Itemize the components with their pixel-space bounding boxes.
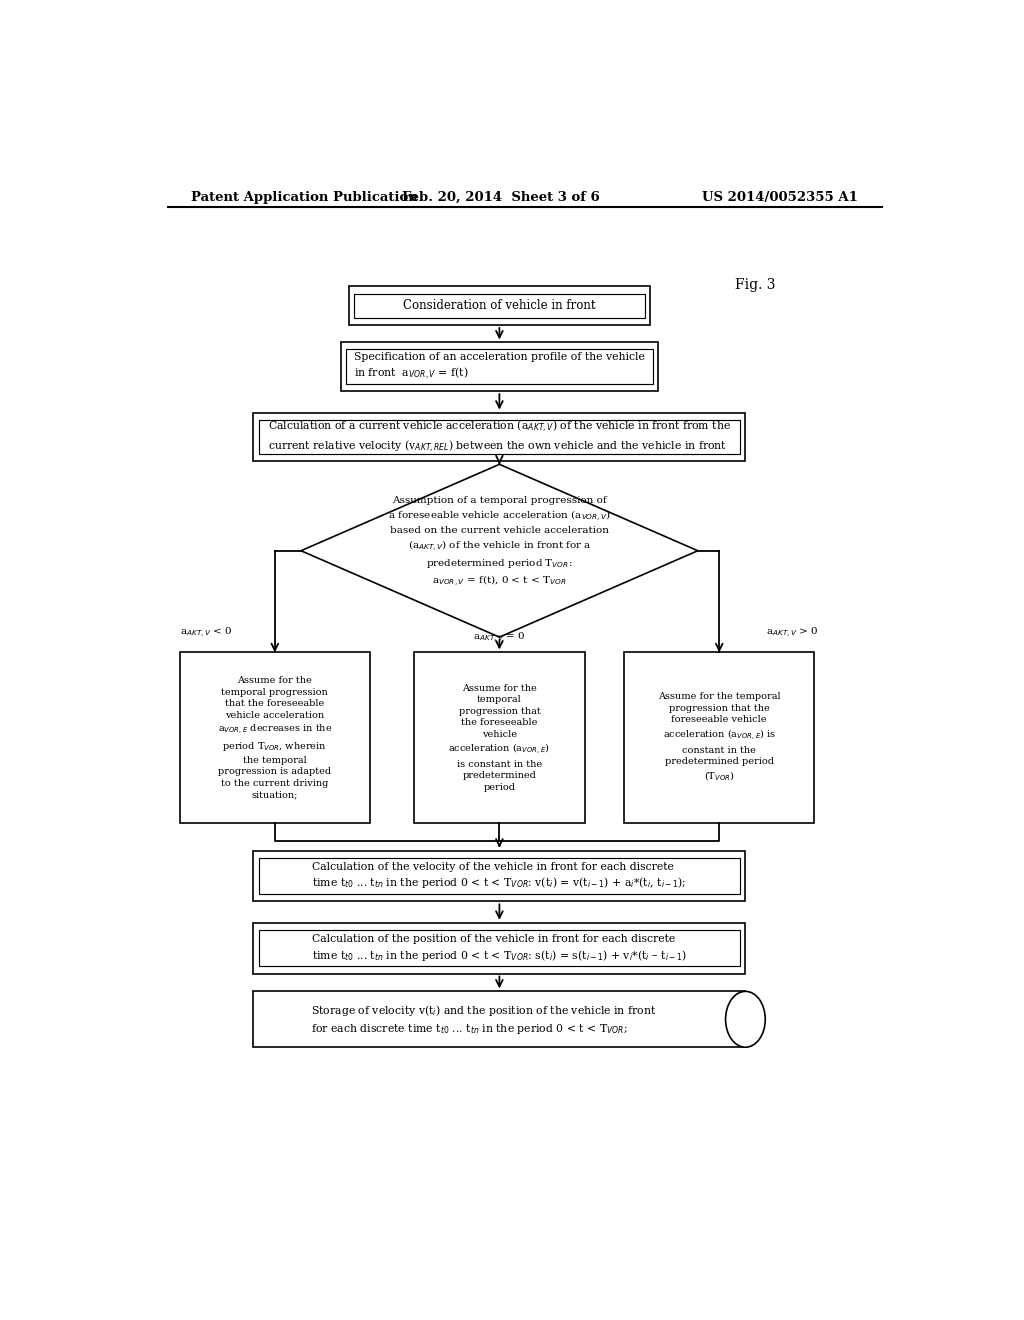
Text: Calculation of a current vehicle acceleration (a$_{AKT,V}$) of the vehicle in fr: Calculation of a current vehicle acceler… [268, 418, 731, 455]
Text: a$_{AKT,V}$ < 0: a$_{AKT,V}$ < 0 [179, 626, 232, 640]
Bar [253, 991, 745, 1047]
Bar [348, 286, 650, 325]
Text: Calculation of the velocity of the vehicle in front for each discrete
time t$_{t: Calculation of the velocity of the vehic… [312, 862, 687, 891]
Bar [179, 652, 370, 824]
Text: Patent Application Publication: Patent Application Publication [191, 190, 418, 203]
Text: Storage of velocity v(t$_i$) and the position of the vehicle in front
for each d: Storage of velocity v(t$_i$) and the pos… [311, 1003, 656, 1036]
Bar [253, 413, 745, 461]
Text: Assume for the temporal
progression that the
foreseeable vehicle
acceleration (a: Assume for the temporal progression that… [657, 693, 780, 783]
Text: Specification of an acceleration profile of the vehicle
in front  a$_{VOR,V}$ = : Specification of an acceleration profile… [354, 351, 645, 381]
Text: Assume for the
temporal
progression that
the foreseeable
vehicle
acceleration (a: Assume for the temporal progression that… [449, 684, 550, 792]
Bar [624, 652, 814, 824]
Text: a$_{AKT,V}$ > 0: a$_{AKT,V}$ > 0 [766, 626, 818, 640]
Text: Feb. 20, 2014  Sheet 3 of 6: Feb. 20, 2014 Sheet 3 of 6 [402, 190, 600, 203]
Bar [341, 342, 658, 391]
Bar [346, 350, 652, 384]
Bar [259, 858, 740, 894]
Bar [259, 420, 740, 454]
Text: a$_{AKT,V}$ = 0: a$_{AKT,V}$ = 0 [473, 631, 525, 645]
Bar [354, 293, 645, 318]
Text: Fig. 3: Fig. 3 [735, 279, 775, 293]
Bar [743, 991, 748, 1047]
Text: US 2014/0052355 A1: US 2014/0052355 A1 [702, 190, 858, 203]
Bar [253, 923, 745, 974]
Polygon shape [301, 465, 697, 638]
Ellipse shape [726, 991, 765, 1047]
Text: Consideration of vehicle in front: Consideration of vehicle in front [403, 300, 596, 313]
Bar [259, 929, 740, 966]
Text: Calculation of the position of the vehicle in front for each discrete
time t$_{t: Calculation of the position of the vehic… [312, 933, 687, 962]
Bar [414, 652, 585, 824]
Bar [253, 850, 745, 902]
Text: Assumption of a temporal progression of
a foreseeable vehicle acceleration (a$_{: Assumption of a temporal progression of … [388, 496, 611, 589]
Text: Assume for the
temporal progression
that the foreseeable
vehicle acceleration
a$: Assume for the temporal progression that… [217, 676, 332, 799]
